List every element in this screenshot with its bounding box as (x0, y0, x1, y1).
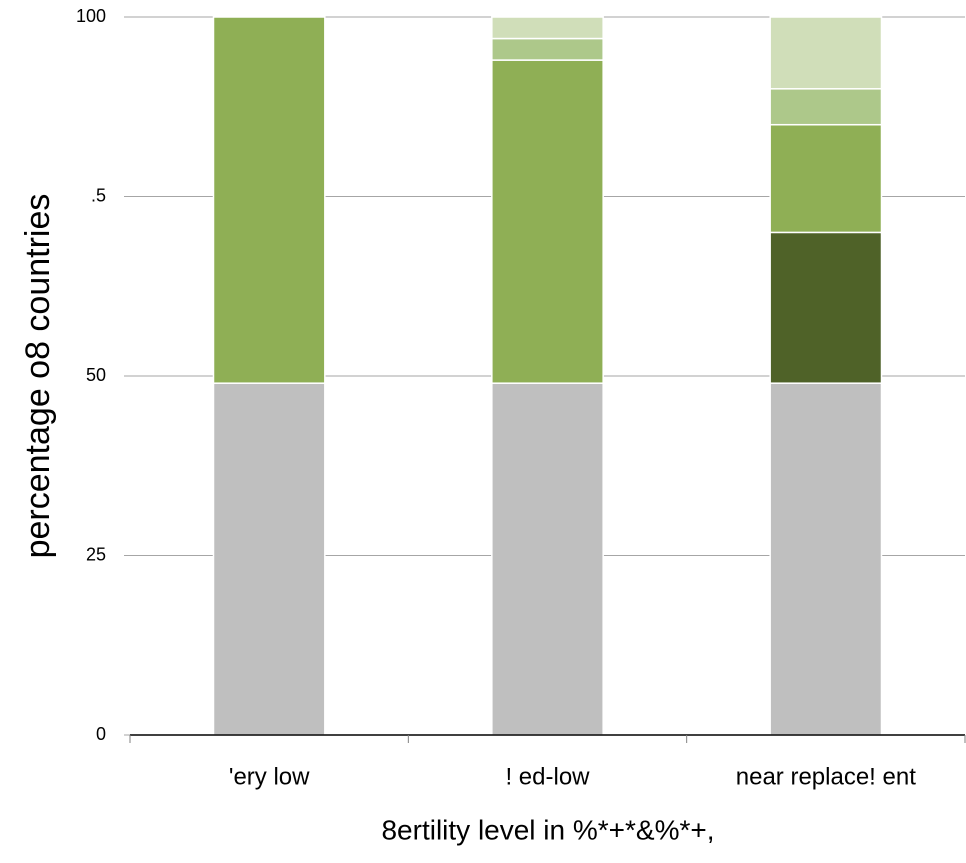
bar-segment (491, 16, 604, 40)
bar-segment (212, 382, 326, 736)
bar-segment (769, 231, 883, 384)
x-axis-title: 8ertility level in %*+*&%*+, (381, 814, 714, 845)
bar-segment (769, 123, 883, 234)
bar-segment (491, 37, 604, 61)
y-tick-label: 50 (86, 365, 106, 385)
bar-segment (491, 382, 604, 736)
x-tick-label: ! ed-low (505, 763, 590, 790)
bar-segment (491, 59, 604, 384)
bar-segment (769, 382, 883, 736)
y-tick-label: 0 (96, 724, 106, 744)
y-tick-label: 100 (76, 6, 106, 26)
bar-segment (212, 16, 326, 384)
x-tick-label: near replace! ent (736, 763, 916, 790)
y-tick-label: 25 (86, 544, 106, 564)
y-tick-label: .5 (91, 185, 106, 205)
bar-segment (769, 88, 883, 126)
bar-segment (769, 16, 883, 90)
y-axis-title: percentage o8 countries (19, 194, 57, 559)
x-tick-label: 'ery low (229, 763, 310, 790)
